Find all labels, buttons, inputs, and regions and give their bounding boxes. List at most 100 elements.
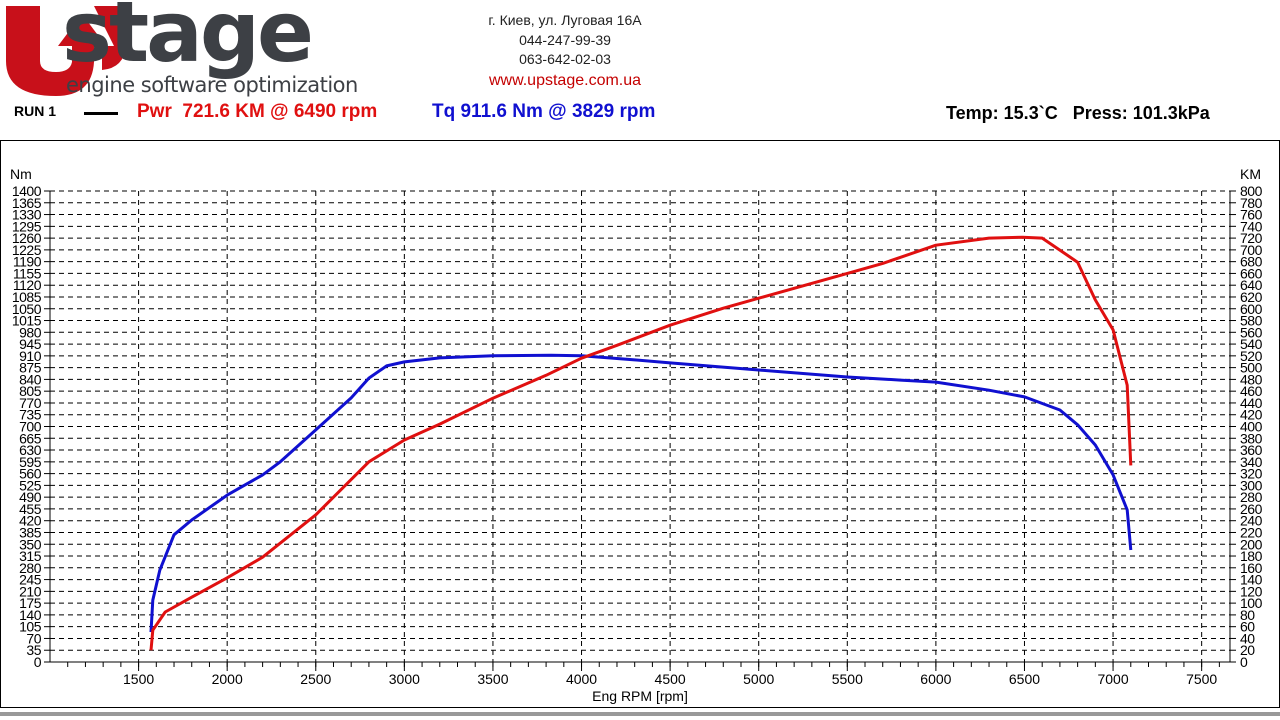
- y-right-tick-label: 800: [1240, 183, 1263, 199]
- y-right-tick-label: 0: [1240, 654, 1248, 670]
- y-right-tick-label: 40: [1240, 630, 1255, 646]
- y-right-tick-label: 200: [1240, 536, 1263, 552]
- y-left-tick-label: 175: [19, 595, 42, 611]
- y-right-tick-label: 20: [1240, 642, 1255, 658]
- y-left-tick-label: 630: [19, 442, 42, 458]
- y-left-tick-label: 245: [19, 572, 42, 588]
- y-left-tick-label: 1190: [13, 254, 42, 270]
- y-left-tick-label: 945: [19, 336, 42, 352]
- torque-summary: Tq 911.6 Nm @ 3829 rpm: [432, 101, 656, 122]
- y-left-tick-label: 735: [19, 407, 42, 423]
- y-left-tick-label: 805: [19, 383, 42, 399]
- y-right-tick-label: 780: [1240, 195, 1263, 211]
- y-right-tick-label: 700: [1240, 242, 1263, 258]
- series: [149, 235, 1133, 651]
- y-right-tick-label: 640: [1240, 277, 1263, 293]
- x-tick-label: 3000: [389, 671, 420, 687]
- y-left-tick-label: 1050: [12, 301, 42, 317]
- run-label: RUN 1: [14, 103, 57, 119]
- y-right-tick-label: 360: [1240, 442, 1263, 458]
- y-right-tick-label: 140: [1240, 572, 1263, 588]
- y-right-tick-label: 560: [1240, 324, 1263, 340]
- y-left-tick-label: 1260: [12, 230, 42, 246]
- y-left-tick-label: 700: [19, 419, 42, 435]
- y-left-tick-label: 665: [19, 430, 42, 446]
- y-left-tick-label: 315: [19, 548, 42, 564]
- y-left-tick-label: 980: [19, 324, 42, 340]
- y-left-tick-label: 140: [19, 607, 42, 623]
- x-axis-label: Eng RPM [rpm]: [592, 688, 688, 704]
- power-line: [149, 235, 1133, 651]
- y-left-tick-label: 210: [19, 583, 42, 599]
- y-right-tick-label: 720: [1240, 230, 1263, 246]
- y-left-tick-label: 1365: [12, 195, 42, 211]
- torque-line: [149, 353, 1133, 633]
- y-right-tick-label: 520: [1240, 348, 1263, 364]
- y-left-tick-label: 1155: [13, 265, 42, 281]
- y-left-tick-label: 1085: [12, 289, 42, 305]
- y-left-tick-label: 105: [19, 619, 42, 635]
- x-tick-label: 4000: [566, 671, 597, 687]
- website-link[interactable]: www.upstage.com.ua: [488, 72, 642, 89]
- y-right-tick-label: 600: [1240, 301, 1263, 317]
- y-right-tick-label: 100: [1240, 595, 1263, 611]
- x-tick-label: 3500: [477, 671, 508, 687]
- y-right-tick-label: 580: [1240, 313, 1263, 329]
- logo-tagline: engine software optimization: [66, 73, 358, 97]
- y-left-tick-label: 840: [19, 371, 42, 387]
- y-right-tick-label: 500: [1240, 360, 1263, 376]
- y-right-label: KM: [1240, 166, 1261, 182]
- y-left-tick-label: 595: [19, 454, 42, 470]
- y-right-tick-label: 460: [1240, 383, 1263, 399]
- y-left-tick-label: 70: [26, 630, 41, 646]
- x-tick-label: 1500: [123, 671, 154, 687]
- phone-1: 044-247-99-39: [519, 32, 611, 48]
- x-tick-label: 6500: [1009, 671, 1040, 687]
- y-left-tick-label: 280: [19, 560, 42, 576]
- y-left-tick-label: 455: [19, 501, 42, 517]
- y-right-tick-label: 180: [1240, 548, 1263, 564]
- y-right-tick-label: 120: [1240, 583, 1263, 599]
- y-left-tick-label: 1225: [12, 242, 42, 258]
- y-right-tick-label: 660: [1240, 265, 1263, 281]
- y-left-tick-label: 350: [19, 536, 42, 552]
- y-right-tick-label: 160: [1240, 560, 1263, 576]
- y-right-tick-label: 480: [1240, 371, 1263, 387]
- power-summary: Pwr 721.6 KM @ 6490 rpm: [137, 101, 378, 122]
- y-right-tick-label: 540: [1240, 336, 1263, 352]
- y-right-tick-label: 680: [1240, 254, 1263, 270]
- y-right-tick-label: 420: [1240, 407, 1263, 423]
- y-right-tick-label: 760: [1240, 207, 1263, 223]
- y-left-tick-label: 1400: [12, 183, 42, 199]
- x-tick-label: 2500: [300, 671, 331, 687]
- y-right-tick-label: 740: [1240, 218, 1263, 234]
- x-tick-label: 7000: [1097, 671, 1128, 687]
- grid: [50, 190, 1230, 662]
- y-right-tick-label: 340: [1240, 454, 1263, 470]
- y-left-tick-label: 385: [19, 524, 42, 540]
- conditions: Temp: 15.3`C Press: 101.3kPa: [946, 103, 1210, 123]
- y-left-tick-label: 490: [19, 489, 42, 505]
- y-left-tick-label: 560: [19, 466, 42, 482]
- y-left-tick-label: 875: [19, 360, 42, 376]
- y-right-tick-label: 80: [1240, 607, 1255, 623]
- x-tick-label: 6000: [920, 671, 951, 687]
- address: г. Киев, ул. Луговая 16А: [488, 12, 642, 28]
- y-left-tick-label: 0: [34, 654, 42, 670]
- phone-2: 063-642-02-03: [519, 51, 611, 67]
- y-right-tick-label: 440: [1240, 395, 1263, 411]
- y-left-tick-label: 525: [19, 477, 42, 493]
- y-left-tick-label: 420: [19, 513, 42, 529]
- y-left-tick-label: 1330: [12, 207, 42, 223]
- y-left-tick-label: 1015: [12, 313, 42, 329]
- y-left-tick-label: 1120: [13, 277, 42, 293]
- y-left-tick-label: 1295: [12, 218, 42, 234]
- y-right-tick-label: 620: [1240, 289, 1263, 305]
- bottom-bar: [0, 712, 1280, 716]
- x-tick-label: 4500: [655, 671, 686, 687]
- x-tick-label: 5000: [743, 671, 774, 687]
- y-right-tick-label: 240: [1240, 513, 1263, 529]
- x-tick-label: 7500: [1186, 671, 1217, 687]
- logo-u-arrow-icon: [6, 6, 126, 96]
